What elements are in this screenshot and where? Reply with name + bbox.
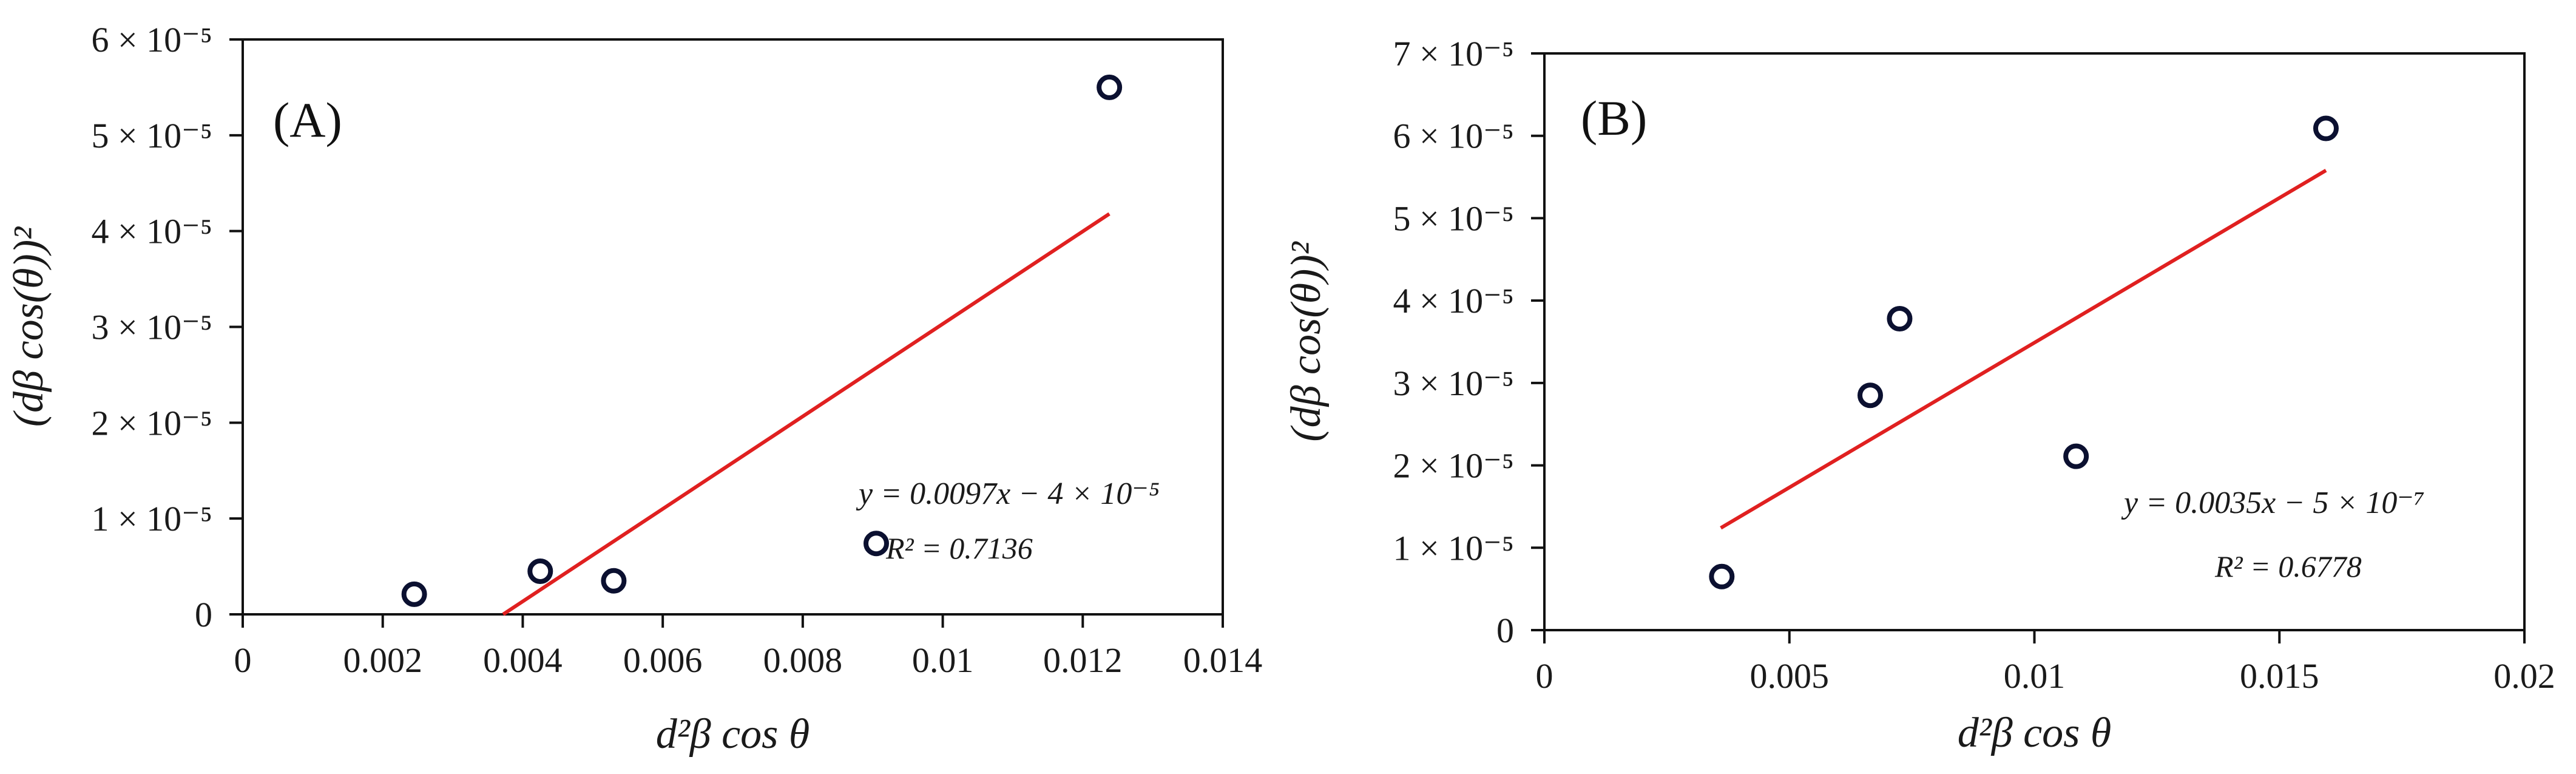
data-point (1887, 306, 1913, 331)
y-tick-label: 4 × 10⁻⁵ (1393, 281, 1514, 321)
trendline (502, 212, 1111, 616)
x-tick-label: 0.012 (1043, 640, 1123, 680)
x-tick-label: 0.004 (483, 640, 563, 680)
y-tick-label: 5 × 10⁻⁵ (1393, 199, 1514, 238)
x-tick-label: 0.014 (1183, 640, 1263, 680)
trendline (1720, 169, 2327, 530)
data-point (1097, 74, 1123, 100)
y-tick-label: 6 × 10⁻⁵ (1393, 117, 1514, 156)
x-tick-label: 0 (1536, 656, 1553, 696)
chart-panel-a: 0 0.002 0.004 0.006 0.008 0.01 0.012 0.014 0 1 × … (5, 20, 1262, 758)
plot-frame (242, 38, 1224, 616)
y-axis-label: (dβ cos(θ))² (5, 226, 52, 427)
data-point (601, 568, 627, 594)
regression-equation: y = 0.0097x − 4 × 10⁻⁵ (856, 477, 1160, 511)
y-tick-label: 1 × 10⁻⁵ (1393, 528, 1514, 568)
r-squared-label: R² = 0.6778 (2214, 549, 2362, 583)
x-axis-label: d²β cos θ (656, 711, 810, 758)
y-tick-label: 3 × 10⁻⁵ (91, 308, 212, 347)
y-tick-label: 1 × 10⁻⁵ (91, 499, 212, 538)
x-tick-label: 0.005 (1750, 656, 1830, 696)
x-tick-label: 0.008 (763, 640, 843, 680)
x-tick-label: 0.002 (343, 640, 422, 680)
panel-label: (B) (1581, 90, 1647, 146)
data-point (1857, 382, 1883, 409)
data-point (2063, 443, 2089, 469)
y-tick-label: 5 × 10⁻⁵ (91, 116, 212, 155)
y-tick-label: 2 × 10⁻⁵ (91, 403, 212, 443)
y-tick-label: 4 × 10⁻⁵ (91, 212, 212, 251)
x-tick-label: 0.01 (912, 640, 974, 680)
data-point (527, 558, 553, 584)
y-tick-label: 0 (1496, 611, 1514, 650)
y-tick-label: 6 × 10⁻⁵ (91, 20, 212, 59)
x-tick-label: 0.015 (2240, 656, 2319, 696)
data-point (2313, 115, 2339, 141)
y-tick-label: 0 (195, 595, 212, 634)
data-point (401, 581, 427, 607)
x-tick-label: 0.006 (623, 640, 703, 680)
y-axis-label: (dβ cos(θ))² (1283, 241, 1330, 441)
y-tick-label: 7 × 10⁻⁵ (1393, 34, 1514, 73)
r-squared-label: R² = 0.7136 (885, 531, 1033, 565)
data-point (1709, 563, 1735, 589)
data-point (863, 531, 889, 557)
y-tick-label: 3 × 10⁻⁵ (1393, 364, 1514, 403)
chart-panel-b: 0 0.005 0.01 0.015 0.02 0 1 × 10⁻⁵ 2 × 10⁻⁵ 3 × … (1283, 34, 2555, 756)
x-tick-label: 0.02 (2493, 656, 2555, 696)
panel-label: (A) (273, 92, 342, 148)
x-tick-label: 0 (234, 640, 252, 680)
regression-equation: y = 0.0035x − 5 × 10⁻⁷ (2121, 486, 2425, 520)
x-tick-label: 0.01 (2004, 656, 2066, 696)
y-tick-label: 2 × 10⁻⁵ (1393, 446, 1514, 486)
x-axis-label: d²β cos θ (1958, 710, 2112, 756)
